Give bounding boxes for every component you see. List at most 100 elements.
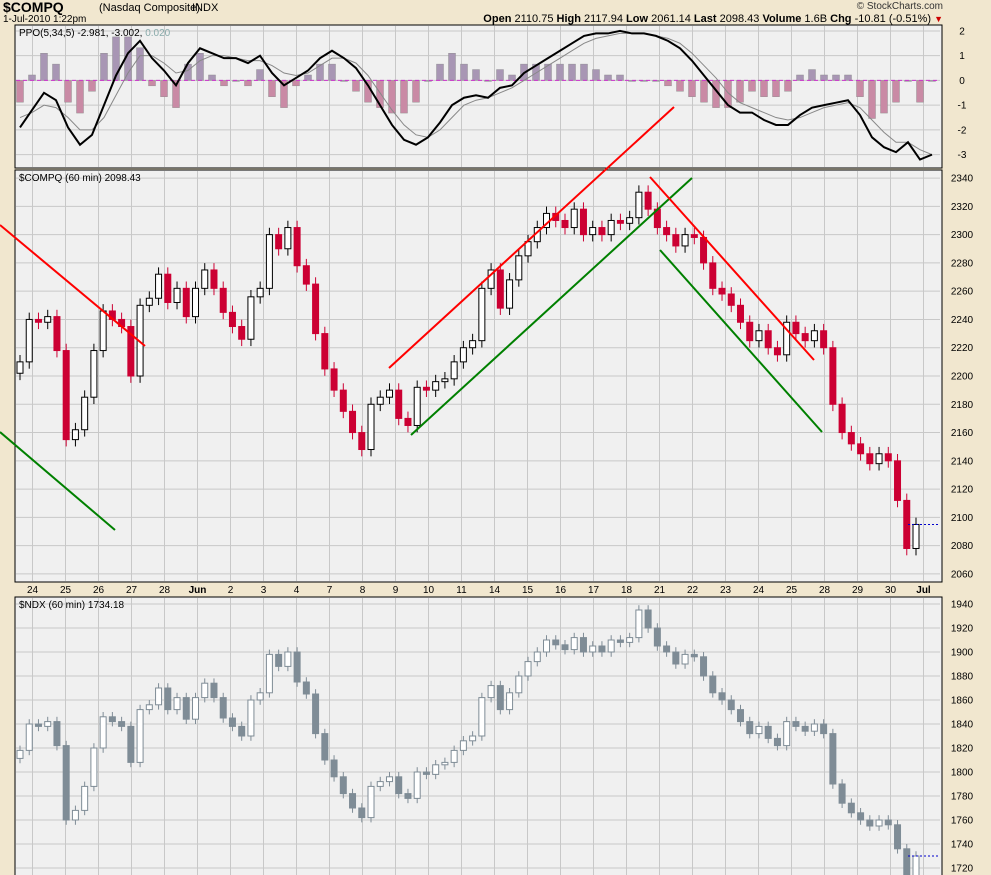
- ppo-histogram-bar: [136, 47, 144, 81]
- candle-body: [62, 350, 70, 441]
- candle-body: [764, 330, 772, 349]
- ppo-histogram-bar: [676, 80, 684, 92]
- price-tick-label: 2300: [951, 230, 974, 241]
- candle-body: [533, 651, 541, 663]
- candle-body: [903, 848, 911, 875]
- candle-body: [450, 749, 458, 763]
- candle-body: [755, 330, 763, 342]
- ppo-tick-label: 1: [959, 51, 965, 62]
- candle-body: [432, 764, 440, 775]
- candle-body: [25, 318, 33, 363]
- ppo-histogram-bar: [388, 80, 396, 114]
- candle-body: [552, 639, 560, 646]
- ndx-panel-label: $NDX (60 min) 1734.18: [19, 600, 125, 611]
- date-tick-label: 23: [720, 585, 732, 596]
- ppo-histogram-bar: [88, 80, 96, 92]
- candle-body: [515, 255, 523, 281]
- ppo-histogram-bar: [400, 80, 408, 114]
- candle-body: [663, 645, 671, 653]
- date-tick-label: 3: [261, 585, 267, 596]
- candle-body: [201, 682, 209, 699]
- ppo-histogram-bar: [160, 80, 168, 97]
- ppo-histogram-bar: [820, 74, 828, 81]
- date-tick-label: 22: [687, 585, 699, 596]
- ppo-histogram-bar: [496, 69, 504, 81]
- ppo-title: PPO(5,34,5): [19, 28, 75, 39]
- candle-body: [395, 776, 403, 795]
- date-tick-label: Jul: [916, 585, 931, 596]
- candle-body: [367, 403, 375, 451]
- candle-body: [496, 685, 504, 711]
- candle-body: [746, 721, 754, 735]
- candle-body: [127, 725, 135, 763]
- date-tick-label: 26: [93, 585, 105, 596]
- ppo-histogram-bar: [556, 63, 564, 81]
- candle-body: [256, 287, 264, 298]
- candle-body: [792, 321, 800, 335]
- candle-body: [875, 453, 883, 465]
- candle-body: [884, 819, 892, 826]
- candle-body: [635, 191, 643, 219]
- ppo-histogram-bar: [508, 74, 516, 81]
- candle-body: [644, 609, 652, 629]
- candle-body: [71, 429, 79, 441]
- low-label: Low: [626, 13, 649, 25]
- ppo-histogram-bar: [52, 63, 60, 81]
- candle-body: [820, 723, 828, 735]
- candle-body: [478, 287, 486, 342]
- candle-body: [228, 311, 236, 328]
- ppo-histogram-bar: [196, 53, 204, 81]
- candle-body: [543, 639, 551, 653]
- candle-body: [866, 453, 874, 465]
- candle-body: [441, 761, 449, 766]
- candle-body: [570, 637, 578, 651]
- candle-body: [330, 368, 338, 391]
- candle-body: [173, 697, 181, 711]
- ndx-tick-label: 1760: [951, 816, 974, 827]
- candle-body: [275, 234, 283, 250]
- ppo-histogram-bar: [880, 80, 888, 114]
- candle-body: [773, 347, 781, 356]
- date-tick-label: 21: [654, 585, 666, 596]
- candle-body: [570, 208, 578, 229]
- candle-body: [330, 759, 338, 778]
- candle-body: [681, 653, 689, 665]
- candle-body: [847, 432, 855, 445]
- candle-body: [515, 675, 523, 694]
- ppo-panel-label: PPO(5,34,5) -2.981, -3.002, 0.020: [19, 28, 171, 39]
- red-trendline: [388, 106, 675, 369]
- candle-body: [90, 747, 98, 787]
- ppo-histogram-bar: [688, 80, 696, 97]
- date-tick-label: 8: [360, 585, 366, 596]
- candle-body: [681, 234, 689, 247]
- ppo-histogram-bar: [436, 63, 444, 81]
- ppo-histogram-bar: [28, 74, 36, 81]
- candle-body: [247, 296, 255, 340]
- candle-body: [413, 386, 421, 426]
- ppo-histogram-bar: [616, 74, 624, 81]
- date-tick-label: Jun: [189, 585, 207, 596]
- ndx-tick-label: 1860: [951, 696, 974, 707]
- candle-body: [99, 310, 107, 352]
- date-tick-label: 18: [621, 585, 633, 596]
- ppo-histogram-bar: [724, 80, 732, 108]
- candle-body: [810, 330, 818, 342]
- candle-body: [265, 234, 273, 289]
- date-tick-label: 2: [228, 585, 234, 596]
- candle-body: [349, 793, 357, 809]
- price-tick-label: 2220: [951, 343, 974, 354]
- chg-label: Chg: [830, 13, 852, 25]
- candle-body: [718, 287, 726, 295]
- date-tick-label: 14: [489, 585, 501, 596]
- ppo-histogram-bar: [580, 63, 588, 81]
- ndx-title: $NDX (60 min): [19, 600, 85, 611]
- candle-body: [284, 651, 292, 667]
- ppo-line: [19, 29, 933, 161]
- candle-body: [293, 227, 301, 267]
- ppo-histogram-bar: [760, 80, 768, 97]
- ppo-histogram-bar: [832, 74, 840, 81]
- volume-label: Volume: [762, 13, 802, 25]
- candle-body: [829, 733, 837, 785]
- candle-body: [838, 783, 846, 804]
- price-tick-label: 2280: [951, 258, 974, 269]
